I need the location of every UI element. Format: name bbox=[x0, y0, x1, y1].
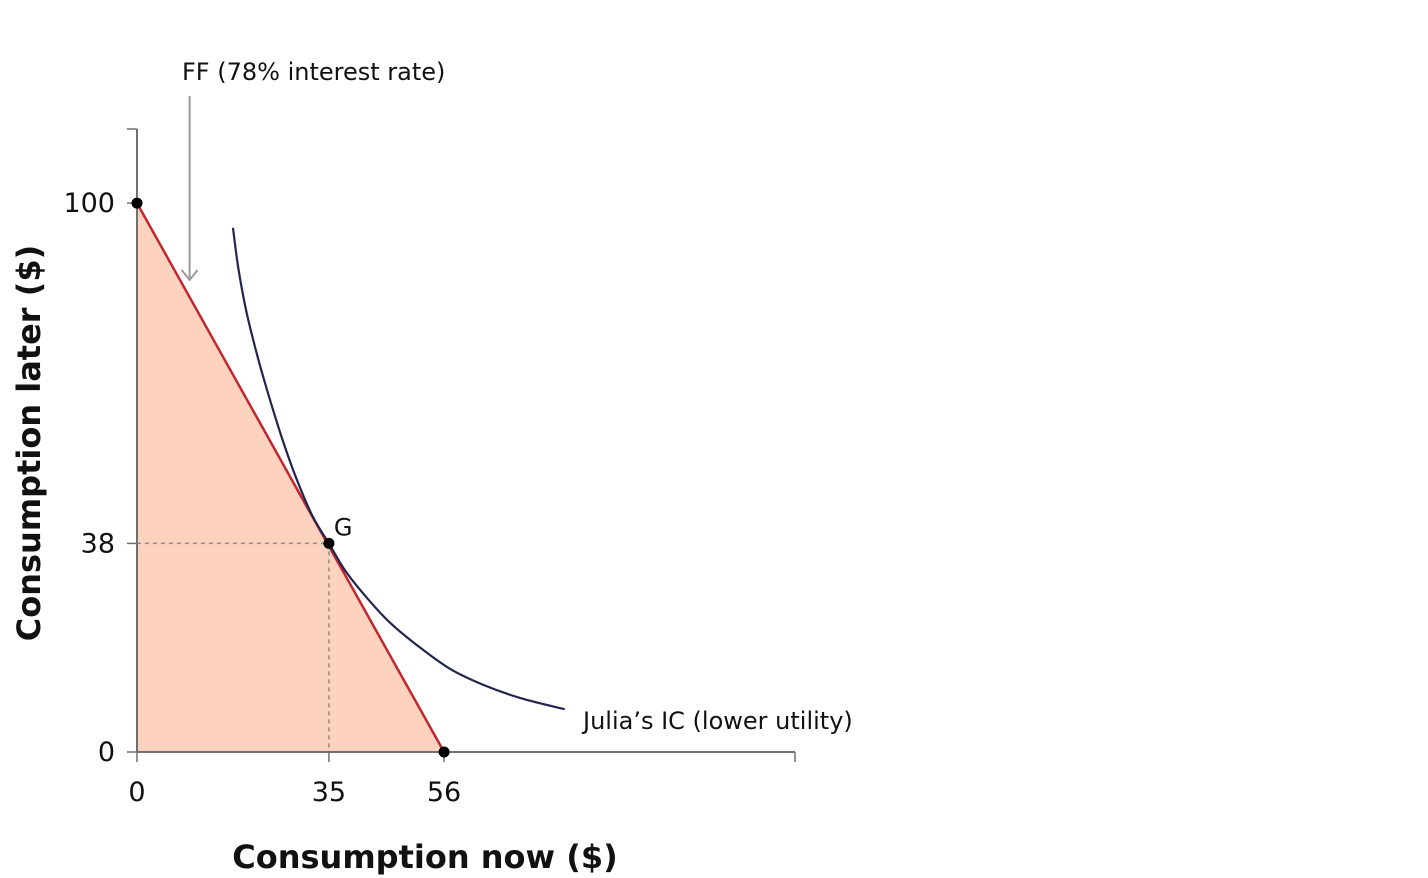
ff-annotation-arrowhead bbox=[180, 269, 199, 282]
axes: 0 35 56 0 38 100 bbox=[63, 128, 796, 808]
y-tick-label: 100 bbox=[63, 188, 115, 219]
y-axis-title: Consumption later ($) bbox=[10, 245, 48, 642]
x-tick-label: 0 bbox=[128, 777, 145, 808]
x-tick-label: 56 bbox=[427, 777, 461, 808]
x-axis-title: Consumption now ($) bbox=[232, 838, 617, 876]
x-tick-label: 35 bbox=[312, 777, 346, 808]
point-marker bbox=[131, 197, 143, 209]
point-label: G bbox=[334, 513, 353, 541]
point-g bbox=[323, 537, 335, 549]
guide-lines bbox=[137, 542, 330, 752]
ic-label: Julia’s IC (lower utility) bbox=[581, 707, 853, 735]
ff-annotation-label: FF (78% interest rate) bbox=[182, 58, 445, 86]
y-tick-label: 38 bbox=[81, 528, 115, 559]
y-tick-label: 0 bbox=[98, 737, 115, 768]
feasible-frontier-line bbox=[135, 202, 446, 753]
point-marker bbox=[438, 746, 450, 758]
markers: G bbox=[131, 197, 450, 758]
